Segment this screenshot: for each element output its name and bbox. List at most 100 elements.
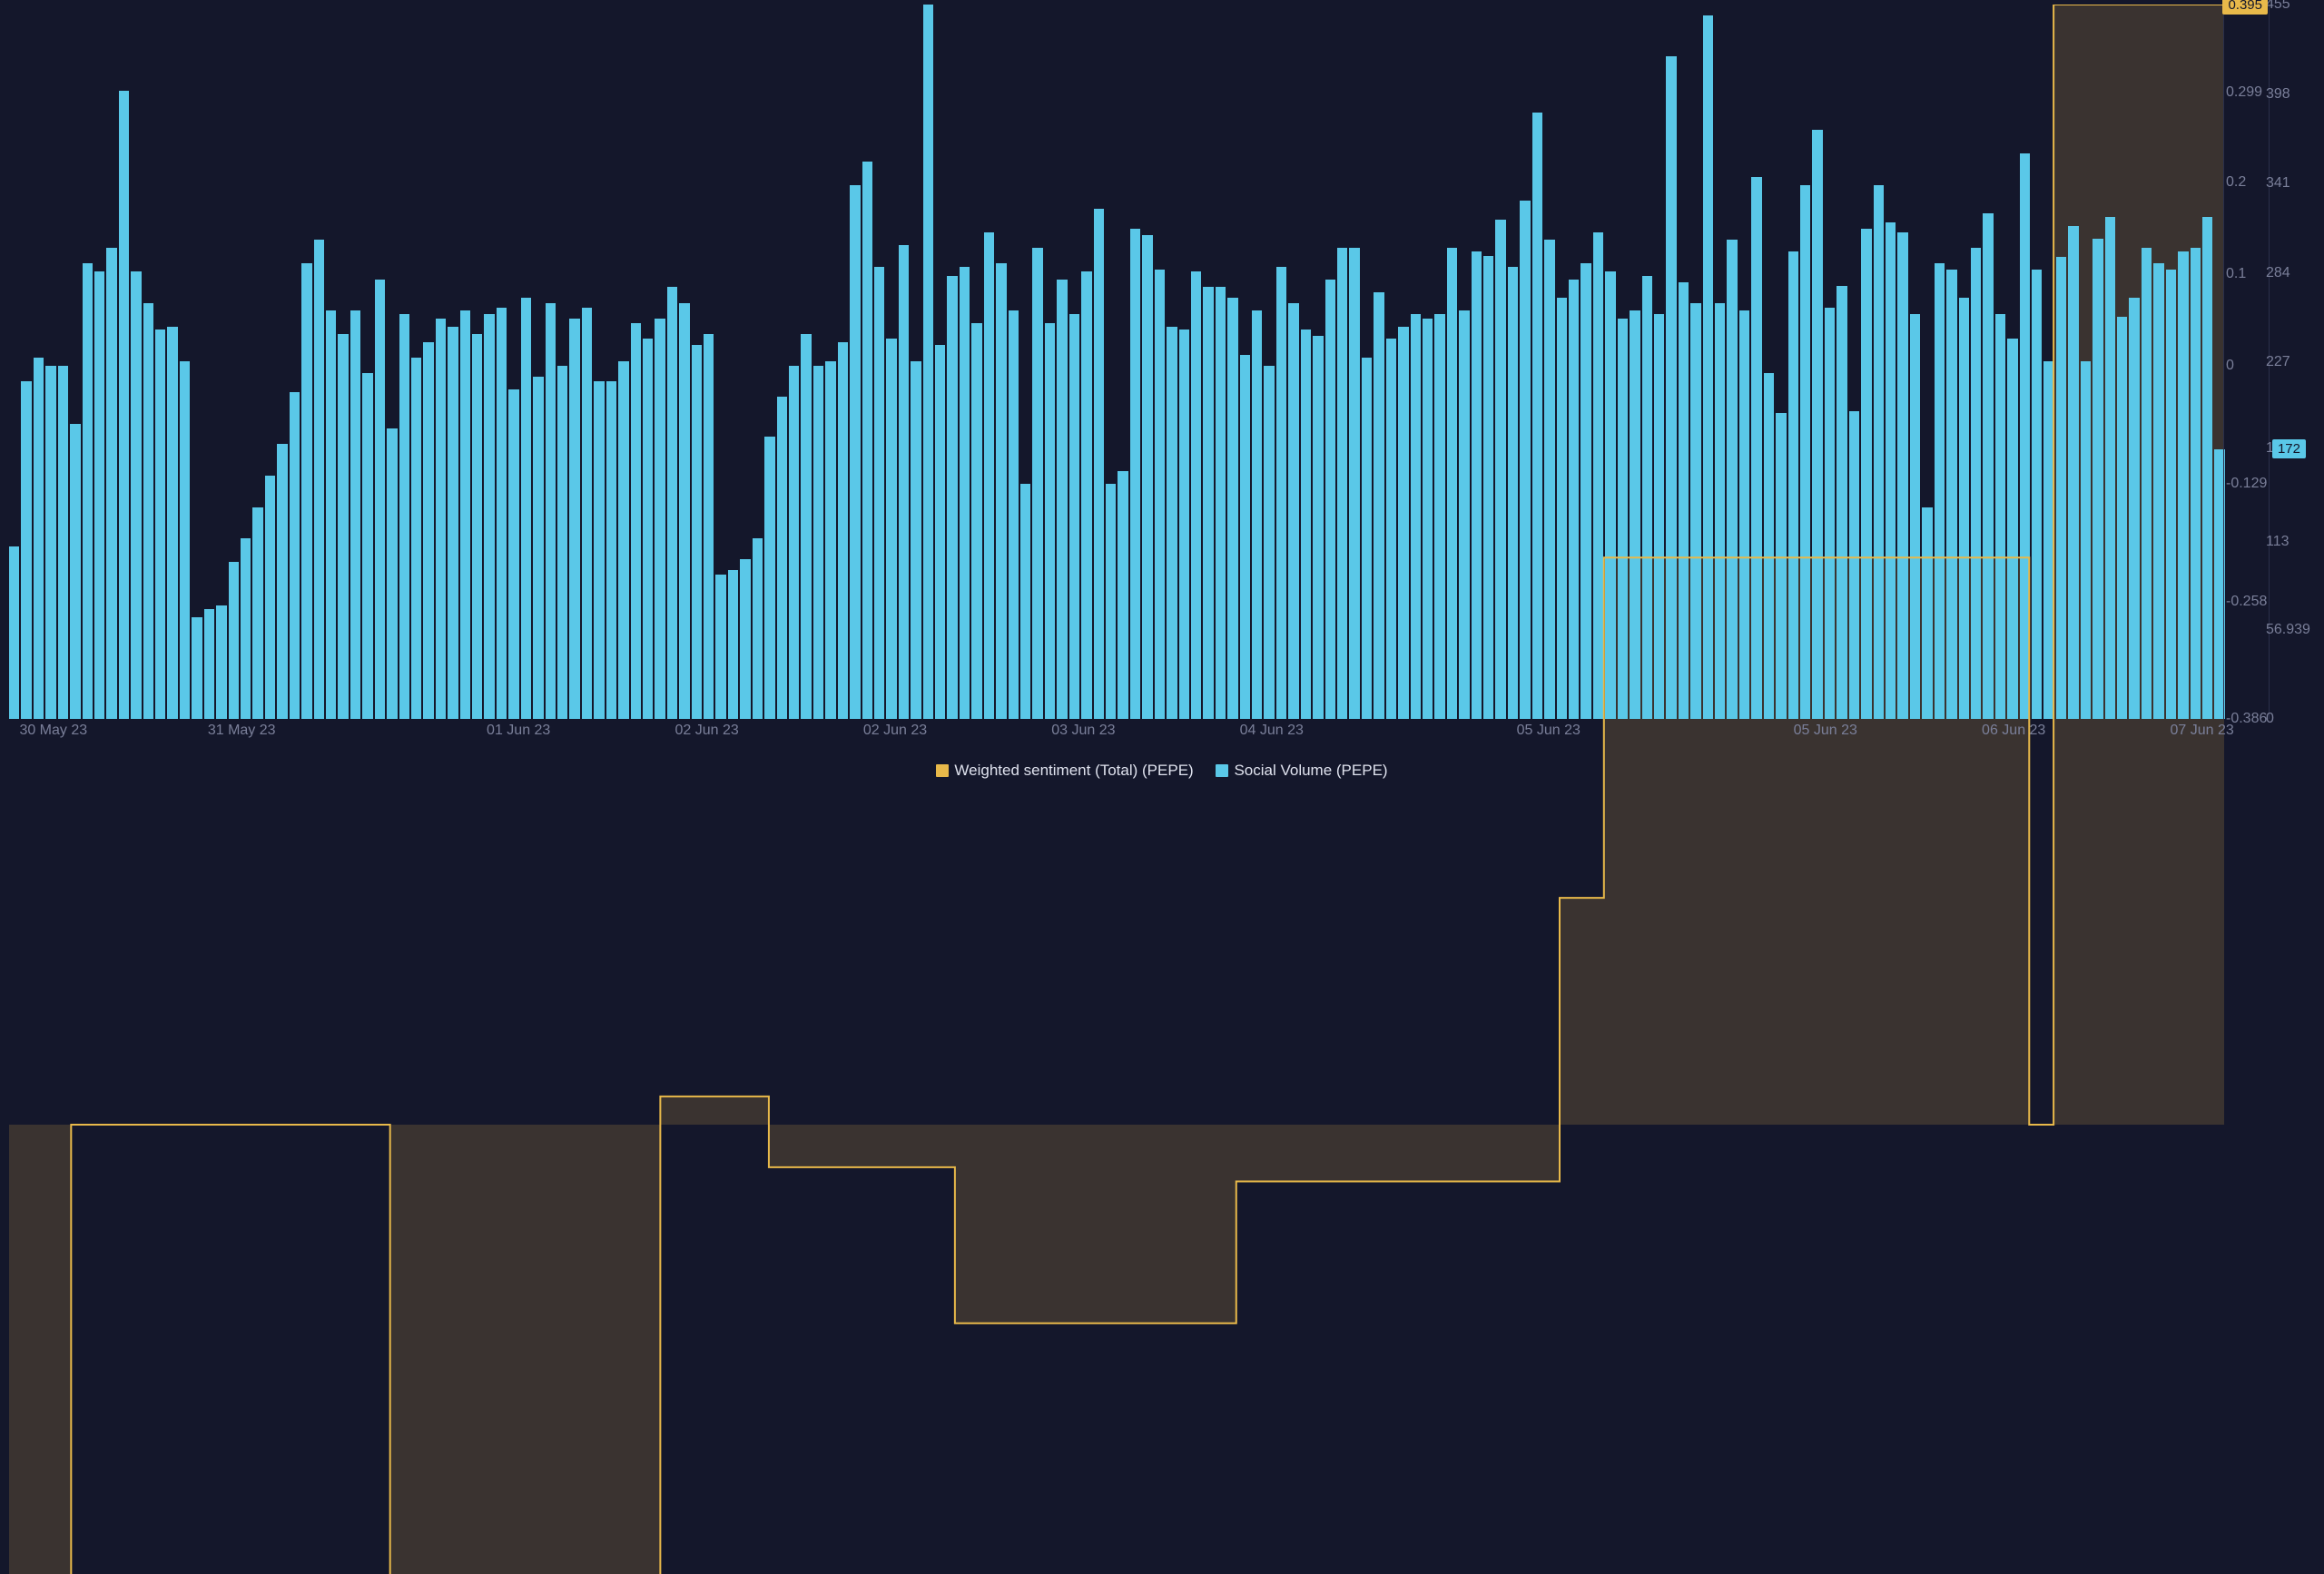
volume-bar [911, 361, 921, 719]
volume-bar [667, 287, 677, 719]
volume-bar [1520, 201, 1530, 719]
legend-swatch-sentiment [936, 764, 949, 777]
volume-bar [1130, 229, 1140, 719]
volume-bar [387, 428, 397, 719]
volume-bar [1679, 282, 1689, 719]
volume-bar [1666, 56, 1676, 719]
y-right-tick: 284 [2266, 265, 2290, 281]
volume-bar [1142, 235, 1152, 719]
volume-bar [83, 263, 93, 719]
volume-bar [45, 366, 55, 719]
volume-bar [9, 546, 19, 719]
x-tick: 06 Jun 23 [1982, 723, 2045, 739]
volume-bar [1874, 185, 1884, 719]
volume-bar [838, 342, 848, 719]
plot-area [9, 5, 2224, 719]
legend: Weighted sentiment (Total) (PEPE) Social… [0, 762, 2324, 782]
volume-bar [1398, 327, 1408, 719]
volume-bar [1922, 507, 1932, 720]
volume-bar [1569, 280, 1579, 719]
volume-bar [2153, 263, 2163, 719]
volume-bar [1179, 330, 1189, 719]
volume-bar [1788, 251, 1798, 719]
volume-bar [1642, 276, 1652, 719]
volume-bar [2020, 153, 2030, 719]
volume-bar [753, 538, 763, 719]
volume-bar [1886, 222, 1896, 719]
x-tick: 07 Jun 23 [2170, 723, 2233, 739]
volume-bar [423, 342, 433, 719]
volume-bar [155, 330, 165, 719]
volume-bar [411, 358, 421, 719]
y-left-tick: 0 [2226, 358, 2234, 374]
volume-bar [119, 91, 129, 719]
volume-bar [1581, 263, 1590, 719]
volume-bar [21, 381, 31, 719]
volume-bar [1849, 411, 1859, 719]
volume-bar [143, 303, 153, 719]
volume-bar [923, 5, 933, 719]
volume-bar [1447, 248, 1457, 719]
volume-bar [1423, 319, 1433, 719]
x-tick: 02 Jun 23 [675, 723, 738, 739]
volume-bar [2032, 270, 2042, 719]
volume-bar [996, 263, 1006, 719]
volume-bar [1032, 248, 1042, 719]
x-tick: 01 Jun 23 [487, 723, 550, 739]
volume-bar [252, 507, 262, 720]
volume-bar [1532, 113, 1542, 719]
volume-bar [1386, 339, 1396, 719]
x-tick: 30 May 23 [19, 723, 87, 739]
volume-bar [1495, 220, 1505, 719]
volume-bar [216, 605, 226, 719]
chart-container: -0.386-0.258-0.12900.10.20.2990.395 056.… [0, 0, 2324, 787]
volume-bar [569, 319, 579, 719]
x-tick: 03 Jun 23 [1051, 723, 1115, 739]
volume-bar [1288, 303, 1298, 719]
x-tick: 04 Jun 23 [1240, 723, 1304, 739]
volume-bar [2068, 226, 2078, 719]
volume-bar [1264, 366, 1274, 719]
volume-bar [1325, 280, 1335, 719]
volume-bar [606, 381, 616, 719]
volume-bar [265, 476, 275, 719]
volume-bar [1764, 373, 1774, 719]
volume-bar [508, 389, 518, 719]
volume-bar [1861, 229, 1871, 719]
volume-bar [874, 267, 884, 719]
volume-bar [777, 397, 787, 719]
volume-bar [1349, 248, 1359, 719]
volume-bar [131, 271, 141, 719]
volume-bar [1362, 358, 1372, 719]
volume-bar [1167, 327, 1177, 719]
volume-bar [971, 323, 981, 719]
volume-bar [1203, 287, 1213, 719]
volume-bar [1057, 280, 1067, 719]
volume-bar [728, 570, 738, 719]
volume-bar [436, 319, 446, 719]
volume-bar [935, 345, 945, 719]
y-left-tick: -0.129 [2226, 476, 2267, 492]
volume-bar [1045, 323, 1055, 719]
volume-bar [546, 303, 556, 719]
volume-bar [58, 366, 68, 719]
volume-bar [521, 298, 531, 719]
volume-bar [375, 280, 385, 719]
volume-bar [947, 276, 957, 719]
y-right-tick: 227 [2266, 354, 2290, 370]
y-right-tick: 455 [2266, 0, 2290, 13]
volume-bar [2056, 257, 2066, 719]
legend-label-sentiment: Weighted sentiment (Total) (PEPE) [954, 762, 1193, 780]
volume-bar [740, 559, 750, 719]
volume-bar [497, 308, 507, 719]
volume-bar [290, 392, 300, 719]
volume-bar [899, 245, 909, 719]
volume-bar [1216, 287, 1226, 719]
y-axis-right: 056.939113172227284341398455 [2266, 5, 2317, 719]
volume-bar [533, 377, 543, 719]
volume-bar [1690, 303, 1700, 719]
volume-bar [704, 334, 714, 719]
volume-bar [643, 339, 653, 719]
volume-bar [655, 319, 665, 719]
volume-bar [2043, 361, 2053, 719]
